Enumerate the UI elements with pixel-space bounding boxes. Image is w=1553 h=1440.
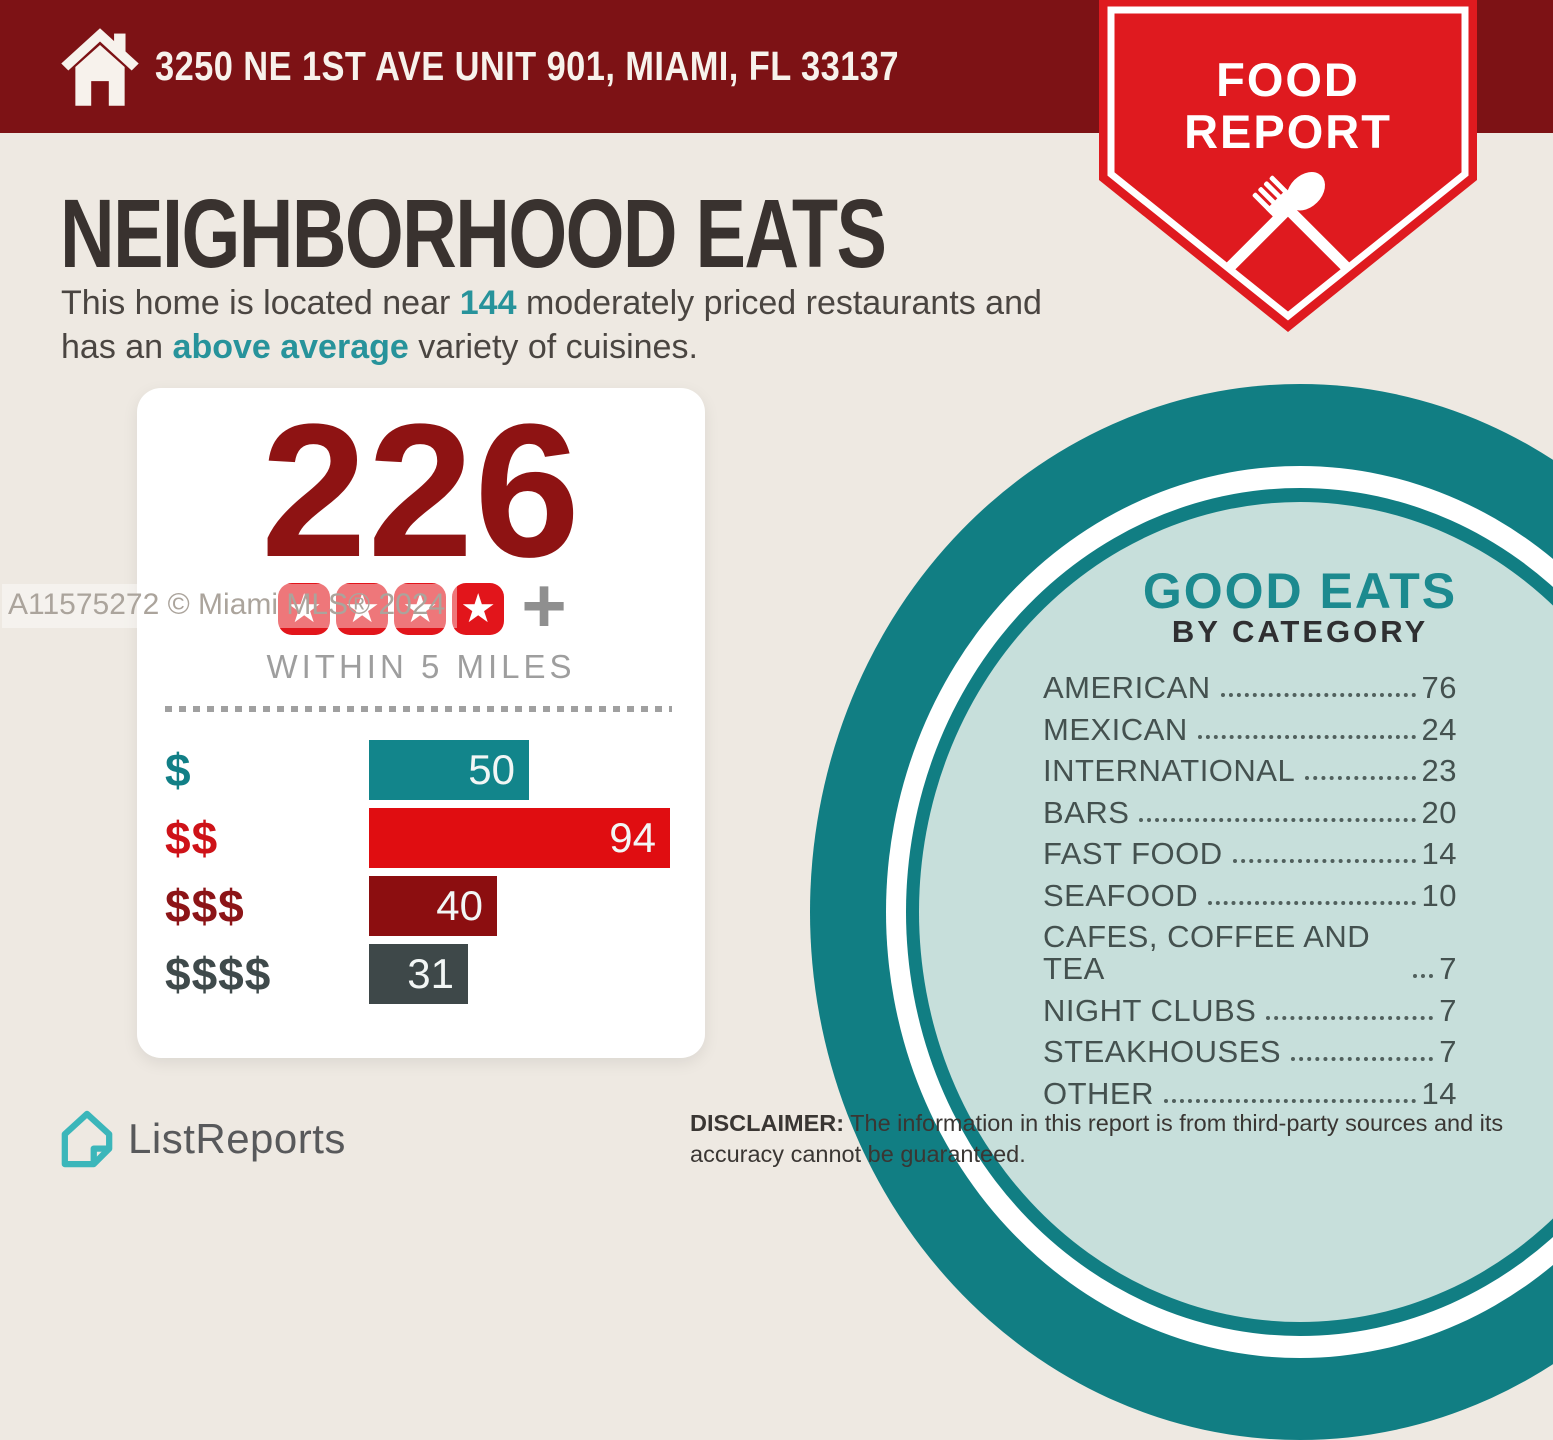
dotted-leader — [1305, 776, 1416, 780]
category-row: AMERICAN 76 — [1043, 672, 1457, 704]
good-eats-subtitle: BY CATEGORY — [1171, 614, 1429, 649]
category-label: INTERNATIONAL — [1043, 753, 1296, 788]
plus-icon: + — [521, 561, 567, 649]
disclaimer-line1: DISCLAIMER: The information in this repo… — [690, 1110, 1504, 1136]
category-label: BARS — [1043, 794, 1130, 830]
category-label: AMERICAN — [1043, 670, 1211, 705]
dotted-leader — [1208, 900, 1416, 905]
category-list: AMERICAN 76 MEXICAN 24 INTERNATIONAL 23 BARS 20… — [1043, 672, 1457, 1119]
category-count: 10 — [1421, 877, 1457, 913]
category-count: 7 — [1439, 951, 1457, 986]
badge-line2: REPORT — [1184, 105, 1392, 158]
listreports-logo: ListReports — [60, 1110, 346, 1168]
good-eats-title: GOOD EATS — [1142, 563, 1458, 619]
category-row: MEXICAN 24 — [1043, 711, 1457, 747]
category-row: OTHER 14 — [1043, 1075, 1457, 1111]
dotted-leader — [1413, 974, 1434, 978]
dotted-leader — [1197, 734, 1416, 739]
category-label: SEAFOOD — [1043, 877, 1199, 913]
category-label: OTHER — [1043, 1075, 1154, 1111]
category-label: MEXICAN — [1043, 711, 1188, 747]
category-row: FAST FOOD 14 — [1043, 838, 1457, 870]
dotted-leader — [1266, 1015, 1434, 1020]
category-count: 7 — [1439, 1034, 1457, 1069]
price-tier-label: $ — [165, 744, 192, 796]
intro-line2: has an above average variety of cuisines… — [61, 328, 698, 366]
dotted-leader — [1220, 693, 1416, 697]
bar-value: 94 — [609, 814, 656, 861]
category-row: NIGHT CLUBS 7 — [1043, 992, 1457, 1028]
badge-line1: FOOD — [1216, 53, 1360, 106]
price-row: $$ 94 — [165, 808, 677, 868]
bar-value: 40 — [436, 882, 483, 929]
price-tier-bar: 50 — [369, 740, 529, 800]
category-row: CAFES, COFFEE AND TEA 7 — [1043, 921, 1457, 985]
price-tier-bar: 40 — [369, 876, 497, 936]
price-row: $$$$ 31 — [165, 944, 677, 1004]
category-row: BARS 20 — [1043, 794, 1457, 830]
star-icon: ★ — [336, 583, 389, 635]
price-tier-label: $$ — [165, 812, 219, 864]
dotted-leader — [1291, 1057, 1434, 1061]
bar-value: 50 — [468, 746, 515, 793]
category-label: STEAKHOUSES — [1043, 1034, 1282, 1069]
category-label: NIGHT CLUBS — [1043, 992, 1257, 1028]
star-icon: ★ — [452, 583, 505, 635]
category-count: 7 — [1439, 992, 1457, 1028]
dashed-divider — [165, 706, 672, 712]
category-count: 24 — [1421, 711, 1457, 747]
page-title: NEIGHBORHOOD EATS — [60, 179, 887, 288]
disclaimer: DISCLAIMER: The information in this repo… — [690, 1108, 1503, 1170]
category-label: FAST FOOD — [1043, 836, 1223, 871]
dotted-leader — [1164, 1098, 1416, 1103]
listreports-house-icon — [61, 1110, 113, 1168]
category-row: SEAFOOD 10 — [1043, 877, 1457, 913]
food-report-ribbon: FOOD REPORT — [1099, 0, 1477, 332]
price-tier-label: $$$ — [165, 880, 245, 932]
dotted-leader — [1139, 817, 1416, 822]
category-row: STEAKHOUSES 7 — [1043, 1036, 1457, 1068]
category-row: INTERNATIONAL 23 — [1043, 755, 1457, 787]
restaurant-count: 226 — [260, 385, 581, 597]
good-eats-circle-fill — [919, 502, 1553, 1322]
variety-highlight: above average — [172, 328, 409, 366]
bar-value: 31 — [407, 950, 454, 997]
category-count: 20 — [1421, 794, 1457, 830]
price-tier-bar: 94 — [369, 808, 670, 868]
intro-line1: This home is located near 144 moderately… — [61, 284, 1042, 322]
star-icon: ★ — [394, 583, 447, 635]
spoon-fork-crossed-icon — [1224, 171, 1352, 273]
property-address: 3250 NE 1ST AVE UNIT 901, MIAMI, FL 3313… — [155, 43, 899, 89]
restaurant-count-highlight: 144 — [459, 284, 517, 322]
home-icon — [61, 28, 139, 106]
intro-text: This home is located near 144 moderately… — [61, 281, 1042, 369]
mls-watermark: A11575272 © Miami MLS® 2024 — [2, 584, 458, 628]
price-tier-bar-chart: $50 $$ 94 $$$ 40 $$$$ 31 — [165, 740, 677, 1012]
star-icon: ★ — [278, 583, 331, 635]
price-row: $$$ 40 — [165, 876, 677, 936]
category-label: CAFES, COFFEE AND TEA — [1043, 919, 1371, 986]
radius-label: WITHIN 5 MILES — [266, 648, 576, 685]
disclaimer-line2: accuracy cannot be guaranteed. — [690, 1141, 1026, 1167]
restaurant-stats-card: 226 ★ ★ ★ ★ + WITHIN 5 MILES $50 $$ 94 $$$ 40 $$… — [137, 388, 705, 1058]
category-count: 23 — [1421, 753, 1457, 788]
dotted-leader — [1232, 859, 1416, 863]
listreports-wordmark: ListReports — [128, 1115, 346, 1162]
star-rating: ★ ★ ★ ★ — [275, 583, 507, 635]
category-count: 76 — [1421, 670, 1457, 705]
category-count: 14 — [1421, 836, 1457, 871]
rating-row: ★ ★ ★ ★ + — [137, 566, 705, 644]
category-count: 14 — [1421, 1075, 1457, 1111]
price-tier-label: $$$$ — [165, 948, 272, 1000]
price-row: $50 — [165, 740, 677, 800]
price-tier-bar: 31 — [369, 944, 468, 1004]
